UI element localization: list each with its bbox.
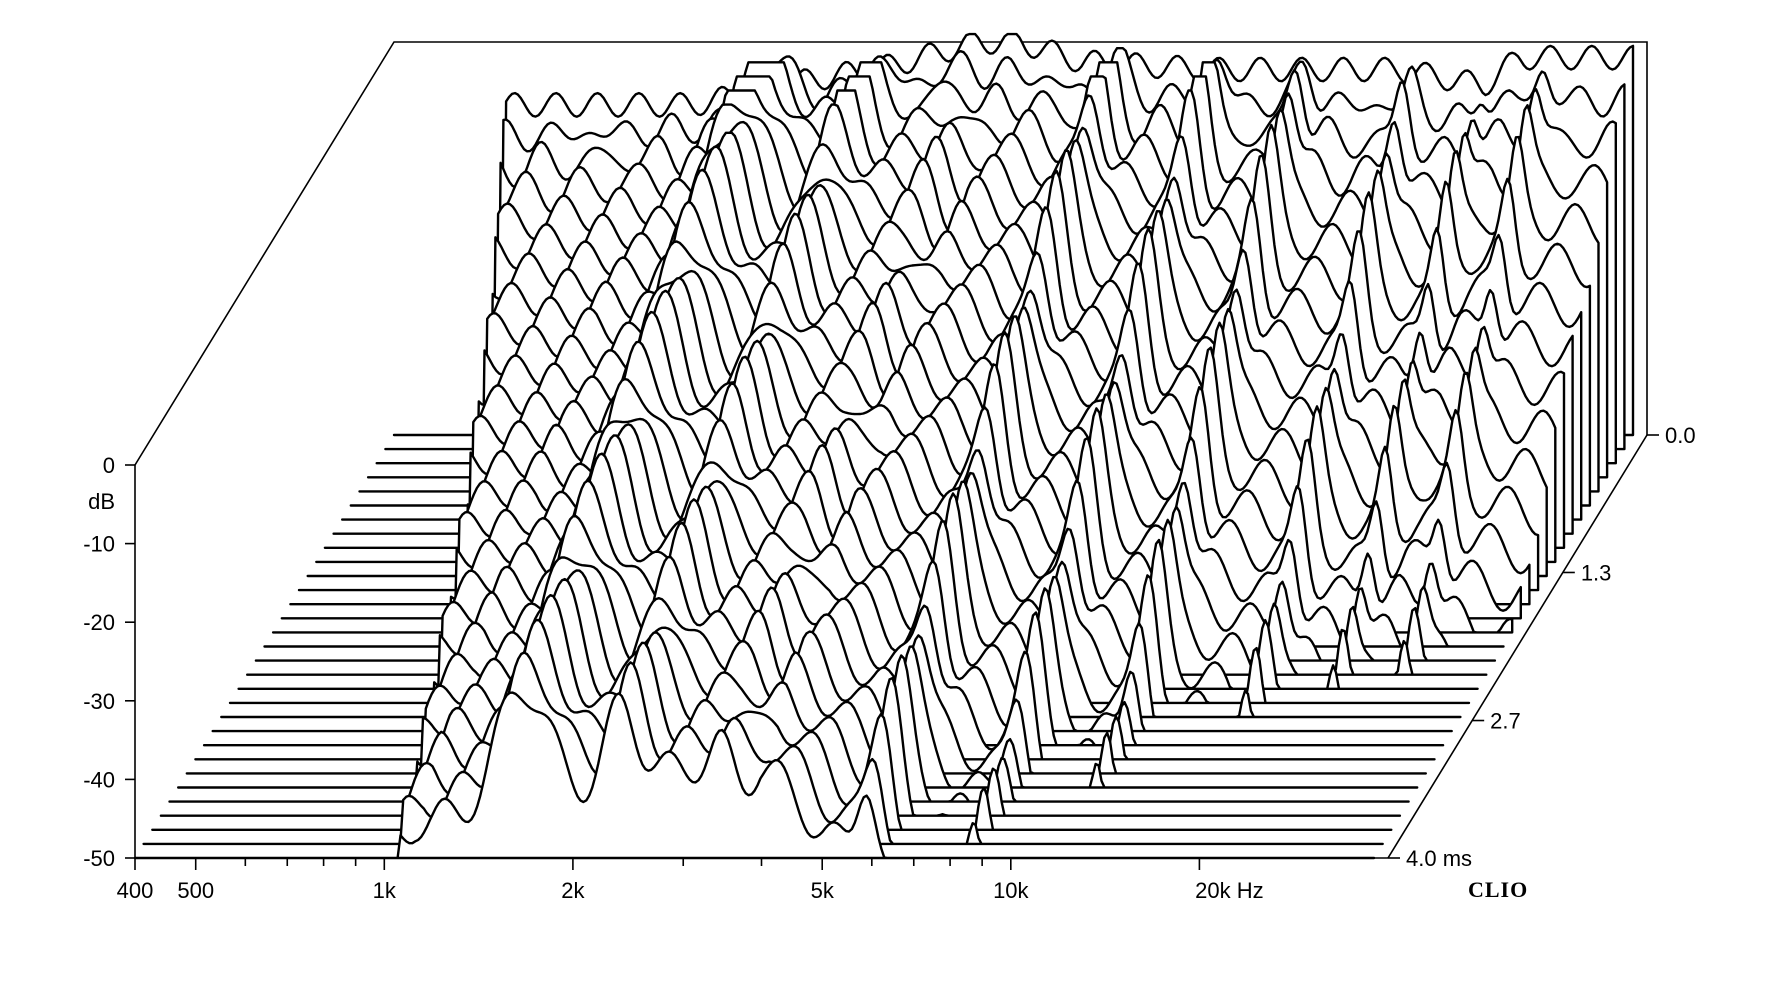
y-tick-label: -30 [83, 689, 115, 714]
x-tick-label: 5k [811, 878, 835, 903]
time-tick-label: 4.0 ms [1406, 846, 1472, 871]
time-axis-line [1387, 434, 1648, 859]
x-tick-label: 500 [177, 878, 214, 903]
time-tick-label: 2.7 [1490, 709, 1521, 734]
x-tick-label: 20k Hz [1195, 878, 1263, 903]
y-tick-label: -10 [83, 532, 115, 557]
y-tick-label: 0 [103, 453, 115, 478]
x-tick-label: 1k [373, 878, 397, 903]
y-tick-label: -40 [83, 767, 115, 792]
time-tick-label: 1.3 [1581, 560, 1612, 585]
x-tick-label: 10k [993, 878, 1029, 903]
waterfall-slice [159, 594, 1402, 817]
brand-logo-text: CLIO [1468, 877, 1528, 902]
y-unit-label: dB [88, 489, 115, 514]
waterfall-slices [133, 32, 1635, 860]
x-tick-label: 400 [117, 878, 154, 903]
chart-axes: 0 -10 -20 -30 -40 -50 dB 400 500 1k 2k 5k 10k 20k Hz 0… [83, 423, 1695, 903]
x-tick-label: 2k [561, 878, 585, 903]
time-tick-label: 0.0 [1665, 423, 1696, 448]
waterfall-slice [142, 651, 1384, 846]
y-tick-label: -20 [83, 610, 115, 635]
y-tick-label: -50 [83, 846, 115, 871]
